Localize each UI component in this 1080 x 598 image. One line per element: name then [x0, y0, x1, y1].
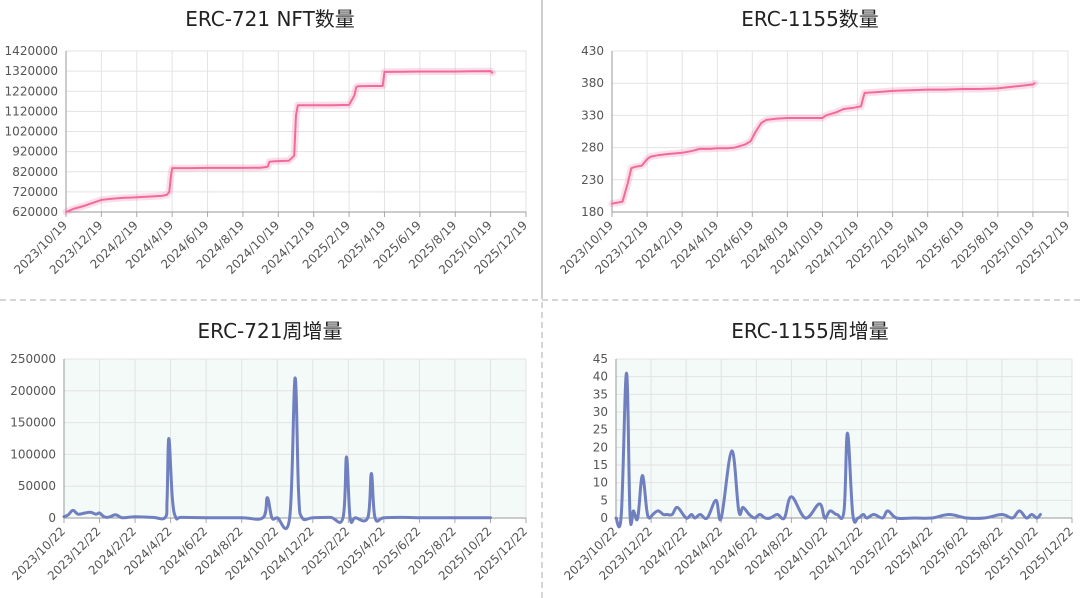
- y-tick-label: 5: [600, 493, 608, 507]
- y-tick-label: 40: [593, 370, 608, 384]
- y-tick-label: 0: [600, 511, 608, 525]
- y-tick-label: 150000: [10, 416, 56, 430]
- series-line: [62, 376, 492, 530]
- series-line: [614, 371, 1042, 529]
- chart-svg: 620000 720000 820000 920000 1020000 1120000 12…: [5, 44, 531, 277]
- y-tick-label: 50000: [18, 479, 56, 493]
- chart-panel-erc1155-weekly: ERC-1155周增量 0 5 10 15 20 25 30 35 40 45 2023/10/22…: [540, 299, 1080, 598]
- y-tick-label: 1020000: [5, 125, 58, 139]
- chart-svg: 1802302803303804302023/10/192023/12/1920…: [557, 44, 1072, 277]
- y-tick-label: 100000: [10, 447, 56, 461]
- y-tick-label: 30: [593, 405, 608, 419]
- y-tick-label: 1420000: [5, 44, 58, 58]
- series-line: [611, 82, 1036, 205]
- y-tick-label: 1320000: [5, 64, 58, 78]
- chart-svg: 0500001000001500002000002500002023/10/22…: [9, 352, 530, 583]
- y-tick-label: 45: [593, 352, 608, 366]
- panel-divider-vertical: [541, 0, 543, 299]
- chart-panel-erc721-weekly: ERC-721周增量 0 50000 100000 150000 200000 25000…: [0, 299, 540, 598]
- chart-title: ERC-721 NFT数量: [185, 7, 355, 31]
- y-tick-label: 920000: [12, 145, 58, 159]
- y-tick-label: 250000: [10, 352, 56, 366]
- chart-panel-erc1155-total: ERC-1155数量 180 230 280 330 380 430 2023/10/19 2…: [540, 0, 1080, 299]
- series-line: [65, 70, 494, 213]
- y-tick-label: 35: [593, 387, 608, 401]
- y-tick-label: 380: [581, 76, 604, 90]
- panel-divider-vertical-dashed: [541, 302, 543, 598]
- y-tick-label: 200000: [10, 384, 56, 398]
- y-tick-label: 1220000: [5, 84, 58, 98]
- chart-title: ERC-1155周增量: [731, 319, 889, 343]
- y-tick-label: 180: [581, 205, 604, 219]
- y-tick-label: 820000: [12, 165, 58, 179]
- chart-panel-erc721-total: ERC-721 NFT数量 620000 720000 820000 920000 10…: [0, 0, 540, 299]
- y-tick-label: 0: [48, 511, 56, 525]
- y-tick-label: 430: [581, 44, 604, 58]
- chart-title: ERC-721周增量: [197, 319, 343, 343]
- y-tick-label: 720000: [12, 185, 58, 199]
- y-tick-label: 330: [581, 108, 604, 122]
- panel-divider-horizontal: [0, 299, 1080, 301]
- y-tick-label: 280: [581, 141, 604, 155]
- y-tick-label: 10: [593, 476, 608, 490]
- y-tick-label: 25: [593, 423, 608, 437]
- y-tick-label: 1120000: [5, 104, 58, 118]
- plot-area: [612, 51, 1068, 212]
- chart-title: ERC-1155数量: [741, 7, 879, 31]
- y-tick-label: 15: [593, 458, 608, 472]
- y-tick-label: 20: [593, 440, 608, 454]
- chart-svg: 0510152025303540452023/10/222023/12/2220…: [561, 352, 1076, 583]
- y-tick-label: 230: [581, 173, 604, 187]
- y-tick-label: 620000: [12, 205, 58, 219]
